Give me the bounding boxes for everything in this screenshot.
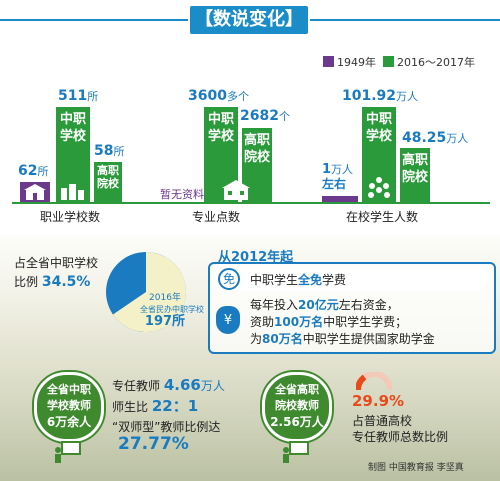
since-line4: 为80万名中职学生提供国家助学金 [250, 332, 435, 346]
legend-swatch-1949 [323, 56, 334, 67]
sec-badge-line2: 学校教师 [47, 399, 91, 412]
bar-schools-high-inner: 高职院校 [97, 164, 119, 190]
bar-schools-sec-inner: 中职学校 [59, 112, 86, 144]
pie-label-line2: 比例 34.5% [14, 274, 91, 290]
free-tuition-icon: 免 [218, 268, 240, 290]
money-bag-icon: ¥ [216, 306, 240, 334]
pie-percent: 34.5% [41, 274, 91, 290]
legend-swatch-2016 [383, 56, 394, 67]
bar-students-sec: 中职学校 [362, 107, 396, 202]
bar-majors-sec-inner: 中职学校 [207, 112, 234, 144]
label-students-high: 48.25万人 [402, 130, 469, 146]
bar-schools-high: 高职院校 [94, 162, 122, 202]
pie-label-line1: 占全省中职学校 [14, 256, 99, 270]
pie-inner-desc: 全省民办中职学校 [140, 305, 204, 314]
legend-label-2016: 2016～2017年 [397, 56, 475, 69]
bar-chart: 62所 中职学校 511所 高职院校 58所 职业学校数 暂无资料 中职学校 3… [0, 0, 500, 230]
pie-inner-year: 2016年 [149, 293, 181, 303]
high-percent: 29.9% [352, 392, 405, 410]
category-students: 在校学生人数 [346, 210, 419, 224]
credit: 制图 中国教育报 李坚真 [368, 463, 464, 473]
sec-badge-line3: 6万余人 [46, 415, 92, 429]
high-percent-gauge [356, 372, 392, 391]
city-buildings-icon [61, 184, 84, 200]
label-schools-sec: 511所 [58, 88, 99, 104]
title-rule-right [310, 19, 500, 21]
bar-majors-high-inner: 高职院校 [243, 133, 270, 165]
label-majors-1949-note: 暂无资料 [160, 188, 204, 201]
sec-badge-line1: 全省中职 [47, 383, 91, 396]
bar-students-high-inner: 高职院校 [401, 153, 428, 185]
high-badge-line3: 2.56万人 [270, 415, 324, 429]
label-students-1949: 1万人 左右 [322, 162, 354, 191]
legend-label-1949: 1949年 [337, 56, 376, 69]
since-line2: 每年投入20亿元左右资金， [250, 298, 399, 312]
sec-ratio: 师生比 22：1 [112, 397, 199, 415]
bar-students-1949 [322, 196, 358, 202]
label-schools-1949: 62所 [18, 163, 49, 179]
pie-inner-text: 2016年 全省民办中职学校 197所 [140, 292, 204, 329]
pie-chart [106, 252, 186, 332]
since-line3: 资助100万名中职学生学费； [250, 315, 408, 329]
high-badge-line1: 全省高职 [275, 383, 319, 396]
gauge-fill [356, 374, 367, 391]
pie-slice-remaining [112, 252, 186, 332]
since-line1: 中职学生全免学费 [250, 273, 347, 287]
sec-dual: “双师型”教师比例达 [112, 420, 221, 434]
crowd-icon [368, 177, 390, 198]
sec-teachers-badge: 全省中职 学校教师 6万余人 [34, 372, 104, 442]
label-majors-high: 2682个 [240, 108, 290, 124]
pie-inner-value: 197所 [144, 314, 186, 329]
teacher-lecture-icon [55, 441, 81, 463]
label-schools-high: 58所 [94, 143, 125, 159]
chart-baseline [12, 202, 490, 204]
high-teachers-badge: 全省高职 院校教师 2.56万人 [262, 372, 332, 442]
bar-students-high: 高职院校 [400, 148, 430, 202]
since-line1-bg [214, 268, 488, 290]
title-rule-left [0, 19, 188, 21]
category-majors: 专业点数 [192, 210, 241, 224]
pie-label: 占全省中职学校 比例 34.5% [14, 254, 98, 292]
high-badge-line2: 院校教师 [275, 399, 319, 412]
label-majors-sec: 3600多个 [188, 88, 249, 104]
category-schools: 职业学校数 [40, 210, 101, 224]
sec-dual-value: 27.77% [118, 434, 189, 454]
high-text2: 专任教师总数比例 [352, 430, 449, 444]
teacher-lecture-icon-2 [283, 441, 309, 463]
campus-building-icon [222, 180, 250, 200]
high-text1: 占普通高校 [352, 414, 413, 428]
school-building-icon [24, 184, 46, 200]
since-title: 从2012年起 [218, 250, 294, 265]
bar-students-sec-inner: 中职学校 [365, 112, 392, 144]
chart-title: 【数说变化】 [190, 6, 308, 34]
sec-full-time: 专任教师 4.66万人 [112, 376, 225, 394]
label-students-sec: 101.92万人 [342, 88, 419, 104]
